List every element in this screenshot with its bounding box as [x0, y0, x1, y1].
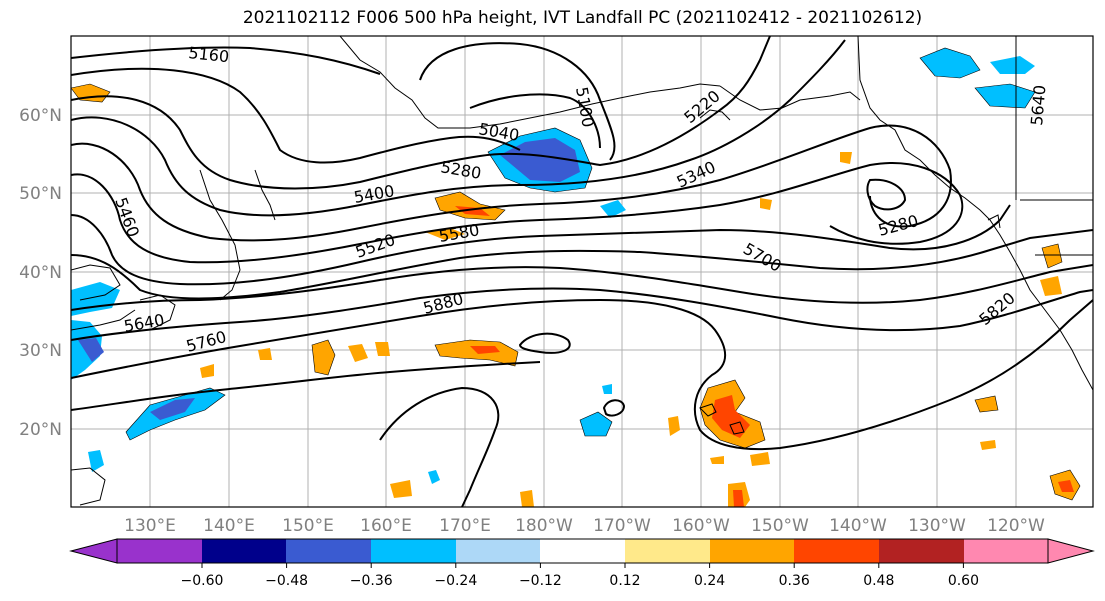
lat-label: 40°N: [19, 263, 62, 283]
colorbar-bin: [456, 539, 540, 563]
lon-label: 170°E: [439, 516, 491, 536]
colorbar-tick-label: −0.36: [350, 573, 393, 589]
contour-label: 5880: [421, 289, 465, 318]
lon-label: 150°W: [751, 516, 809, 536]
contour-label: 5520: [353, 230, 398, 262]
contour-label: 5220: [680, 86, 723, 127]
lon-label: 140°W: [829, 516, 887, 536]
colorbar-bin: [202, 539, 286, 563]
contour-label: 5160: [188, 43, 230, 66]
lat-label: 30°N: [19, 341, 62, 361]
colorbar-tick-label: 0.36: [779, 573, 810, 589]
lon-label: 180°W: [515, 516, 573, 536]
contour-label: 5100: [572, 85, 598, 128]
colorbar-tick-label: 0.48: [863, 573, 894, 589]
contour-labels: 5160 5100 5220 5040 5640 5280 5340 5400 …: [111, 43, 1049, 356]
colorbar-tick-label: −0.48: [265, 573, 308, 589]
colorbar-bin: [710, 539, 794, 563]
colorbar-bin: [540, 539, 625, 563]
colorbar-tick-label: 0.24: [694, 573, 725, 589]
lon-label: 170°W: [593, 516, 651, 536]
contour-label: 5820: [975, 288, 1018, 329]
colorbar-bin: [964, 539, 1048, 563]
contour-label: 5040: [477, 119, 520, 145]
coastlines: [71, 36, 1093, 506]
contour-label: 5700: [740, 239, 785, 276]
latitude-labels: 60°N 50°N 40°N 30°N 20°N: [19, 106, 62, 440]
colorbar-tick-label: 0.60: [948, 573, 979, 589]
ivt-shading: [71, 47, 1081, 507]
lon-label: 120°W: [987, 516, 1045, 536]
colorbar-frame: [116, 538, 1049, 564]
contour-label: 5460: [111, 195, 143, 240]
lon-label: 160°W: [672, 516, 730, 536]
lon-label: 130°E: [124, 516, 176, 536]
contour-label: 5400: [352, 181, 395, 207]
colorbar-bin: [879, 539, 964, 563]
lat-label: 50°N: [19, 184, 62, 204]
colorbar-tick-label: −0.24: [434, 573, 477, 589]
height-contours: [71, 36, 1093, 507]
lon-label: 160°E: [360, 516, 412, 536]
colorbar-bin: [286, 539, 371, 563]
colorbar-bin: [371, 539, 456, 563]
colorbar-tick-label: −0.60: [181, 573, 224, 589]
colorbar-extend-low: [69, 538, 118, 564]
contour-label: 5640: [1027, 84, 1049, 126]
map-frame: [70, 35, 1094, 508]
contour-label: 5280: [439, 157, 482, 183]
map-title: 2021102112 F006 500 hPa height, IVT Land…: [242, 8, 923, 28]
lon-label: 130°W: [908, 516, 966, 536]
colorbar-extend-high: [1047, 538, 1095, 564]
lat-label: 60°N: [19, 106, 62, 126]
colorbar-bin: [117, 539, 202, 563]
lon-label: 150°E: [282, 516, 334, 536]
lat-label: 20°N: [19, 420, 62, 440]
longitude-labels: 130°E 140°E 150°E 160°E 170°E 180°W 170°…: [124, 516, 1045, 536]
contour-label: 5280: [876, 211, 920, 240]
colorbar-bin: [625, 539, 710, 563]
colorbar-bin: [794, 539, 879, 563]
colorbar-tick-label: 0.12: [609, 573, 640, 589]
colorbar: −0.60 −0.48 −0.36 −0.24 −0.12 0.12 0.24 0.36 0.4…: [69, 538, 1095, 589]
lon-label: 140°E: [203, 516, 255, 536]
colorbar-tick-label: −0.12: [519, 573, 562, 589]
